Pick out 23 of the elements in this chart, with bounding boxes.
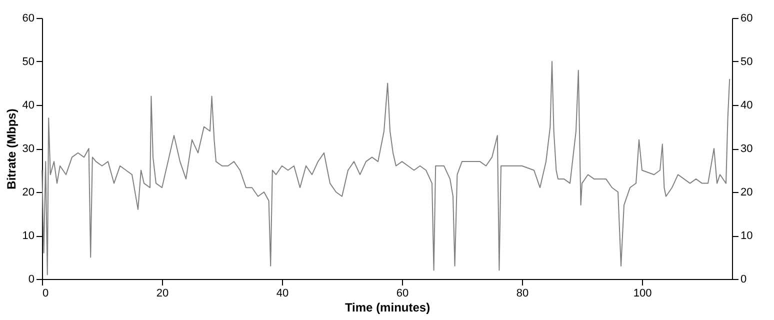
y2-tick-label: 40 [740, 100, 753, 112]
y-tick-label: 30 [22, 143, 34, 155]
y2-tick-label: 0 [740, 274, 747, 286]
y2-tick-label: 20 [740, 186, 753, 198]
y2-tick-label: 10 [740, 230, 753, 242]
y-tick-label: 0 [28, 274, 34, 286]
y2-tick-label: 50 [740, 56, 753, 68]
x-tick-label: 100 [633, 288, 652, 300]
x-tick-label: 80 [516, 288, 529, 300]
y2-tick-label: 30 [740, 143, 753, 155]
y-tick-label: 50 [22, 56, 34, 68]
y-tick-label: 40 [22, 100, 34, 112]
y2-tick-label: 60 [740, 12, 753, 24]
x-tick-label: 40 [276, 288, 289, 300]
x-axis-title: Time (minutes) [344, 300, 430, 314]
x-tick-label: 60 [396, 288, 409, 300]
y-axis-title: Bitrate (Mbps) [4, 108, 18, 190]
y-tick-label: 10 [22, 230, 34, 242]
x-tick-label: 20 [156, 288, 169, 300]
y-tick-label: 60 [22, 12, 34, 24]
x-tick-label: 0 [42, 288, 49, 300]
y-tick-label: 20 [22, 186, 34, 198]
line-series [42, 61, 730, 276]
